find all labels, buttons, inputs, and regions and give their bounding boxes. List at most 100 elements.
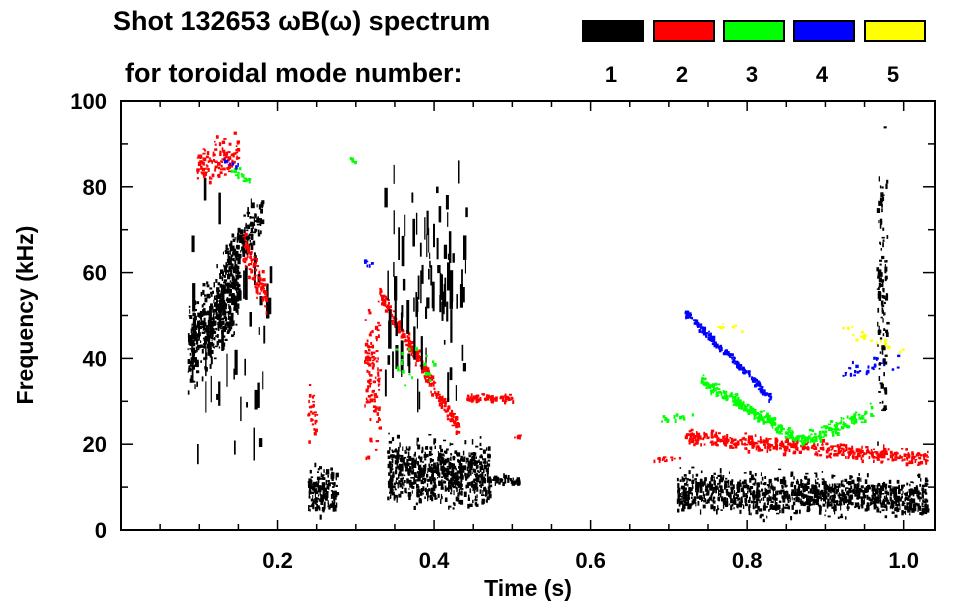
spectrum-point-mode-2	[364, 351, 368, 354]
spectrum-point-mode-1	[739, 509, 742, 514]
spectrum-point-mode-2	[821, 442, 824, 445]
spectrum-point-mode-1	[223, 285, 226, 291]
spectrum-point-mode-1	[833, 506, 835, 512]
spectrum-point-mode-1	[816, 499, 819, 502]
spectrum-point-mode-1	[335, 472, 339, 478]
plot-frame	[120, 100, 936, 531]
spectrum-point-mode-1	[425, 306, 428, 319]
spectrum-point-mode-1	[725, 480, 729, 484]
spectrum-point-mode-2	[491, 398, 495, 402]
spectrum-point-mode-2	[377, 407, 381, 411]
spectrum-point-mode-1	[448, 505, 450, 510]
spectrum-point-mode-2	[366, 355, 370, 360]
spectrum-point-mode-1	[888, 485, 892, 488]
spectrum-point-mode-3	[673, 415, 676, 419]
spectrum-point-mode-2	[390, 309, 393, 312]
spectrum-point-mode-1	[488, 482, 490, 487]
spectrum-point-mode-1	[711, 499, 713, 502]
spectrum-point-mode-1	[472, 472, 474, 474]
spectrum-point-mode-3	[708, 385, 712, 389]
spectrum-point-mode-1	[772, 494, 775, 499]
spectrum-point-mode-3	[756, 411, 760, 416]
spectrum-point-mode-2	[883, 444, 885, 449]
spectrum-point-mode-2	[864, 452, 868, 455]
spectrum-point-mode-1	[236, 269, 240, 274]
spectrum-point-mode-1	[884, 487, 887, 490]
spectrum-point-mode-1	[198, 329, 200, 332]
spectrum-point-mode-2	[694, 435, 698, 437]
spectrum-point-mode-1	[251, 202, 255, 209]
spectrum-point-mode-4	[731, 356, 733, 360]
spectrum-point-mode-1	[886, 501, 889, 505]
spectrum-point-mode-1	[677, 489, 680, 494]
spectrum-point-mode-3	[791, 436, 794, 441]
spectrum-point-mode-1	[454, 481, 458, 485]
spectrum-point-mode-2	[450, 417, 453, 421]
spectrum-point-mode-1	[835, 500, 839, 506]
spectrum-point-mode-1	[920, 478, 922, 482]
spectrum-point-mode-1	[873, 485, 876, 490]
spectrum-point-mode-2	[369, 346, 372, 348]
spectrum-point-mode-1	[401, 473, 404, 477]
spectrum-point-mode-1	[767, 497, 770, 503]
spectrum-point-mode-1	[899, 506, 901, 510]
spectrum-point-mode-1	[213, 308, 216, 311]
spectrum-point-mode-1	[487, 459, 491, 462]
spectrum-point-mode-1	[757, 493, 760, 497]
spectrum-point-mode-3	[732, 396, 735, 398]
spectrum-point-mode-1	[196, 381, 198, 387]
spectrum-point-mode-2	[367, 309, 371, 312]
spectrum-point-mode-2	[784, 451, 787, 455]
spectrum-point-mode-1	[454, 465, 457, 469]
spectrum-point-mode-1	[685, 477, 687, 480]
spectrum-point-mode-1	[330, 490, 334, 492]
spectrum-point-mode-3	[395, 348, 399, 351]
spectrum-point-mode-3	[743, 408, 747, 412]
spectrum-point-mode-3	[753, 413, 757, 417]
spectrum-point-mode-4	[720, 347, 723, 352]
spectrum-point-mode-1	[236, 238, 239, 243]
spectrum-point-mode-2	[368, 348, 371, 352]
spectrum-point-mode-2	[398, 320, 402, 323]
spectrum-point-mode-1	[188, 365, 192, 367]
spectrum-point-mode-1	[322, 492, 325, 498]
spectrum-point-mode-2	[744, 438, 747, 441]
spectrum-point-mode-1	[495, 476, 497, 480]
spectrum-point-mode-1	[878, 200, 880, 206]
spectrum-point-mode-2	[768, 438, 772, 440]
spectrum-point-mode-2	[703, 435, 706, 439]
spectrum-point-mode-2	[816, 443, 819, 447]
spectrum-point-mode-1	[805, 472, 809, 475]
spectrum-point-mode-2	[919, 462, 922, 465]
spectrum-point-mode-1	[404, 214, 406, 237]
spectrum-point-mode-2	[374, 326, 377, 330]
spectrum-point-mode-1	[408, 361, 411, 374]
spectrum-point-mode-1	[421, 469, 423, 475]
spectrum-point-mode-2	[225, 156, 229, 159]
spectrum-point-mode-1	[234, 349, 238, 375]
spectrum-point-mode-3	[244, 177, 247, 182]
spectrum-point-mode-3	[747, 411, 751, 415]
spectrum-point-mode-1	[713, 480, 716, 486]
spectrum-point-mode-1	[481, 494, 485, 496]
spectrum-point-mode-1	[398, 227, 400, 260]
spectrum-point-mode-1	[316, 476, 321, 480]
spectrum-point-mode-1	[831, 506, 834, 509]
spectrum-point-mode-2	[786, 446, 789, 450]
spectrum-point-mode-1	[226, 297, 229, 300]
spectrum-point-mode-1	[725, 477, 728, 480]
spectrum-point-mode-3	[823, 425, 826, 428]
spectrum-point-mode-1	[187, 390, 190, 395]
spectrum-point-mode-2	[209, 160, 212, 162]
spectrum-point-mode-1	[804, 501, 808, 506]
spectrum-point-mode-1	[748, 510, 751, 516]
spectrum-point-mode-3	[248, 179, 251, 184]
spectrum-point-mode-1	[388, 480, 393, 486]
spectrum-point-mode-2	[377, 383, 381, 386]
spectrum-point-mode-5	[869, 339, 873, 342]
spectrum-point-mode-1	[422, 486, 425, 491]
spectrum-point-mode-3	[432, 360, 435, 364]
spectrum-point-mode-1	[194, 384, 196, 390]
spectrum-point-mode-2	[858, 450, 863, 454]
spectrum-point-mode-3	[425, 354, 428, 357]
